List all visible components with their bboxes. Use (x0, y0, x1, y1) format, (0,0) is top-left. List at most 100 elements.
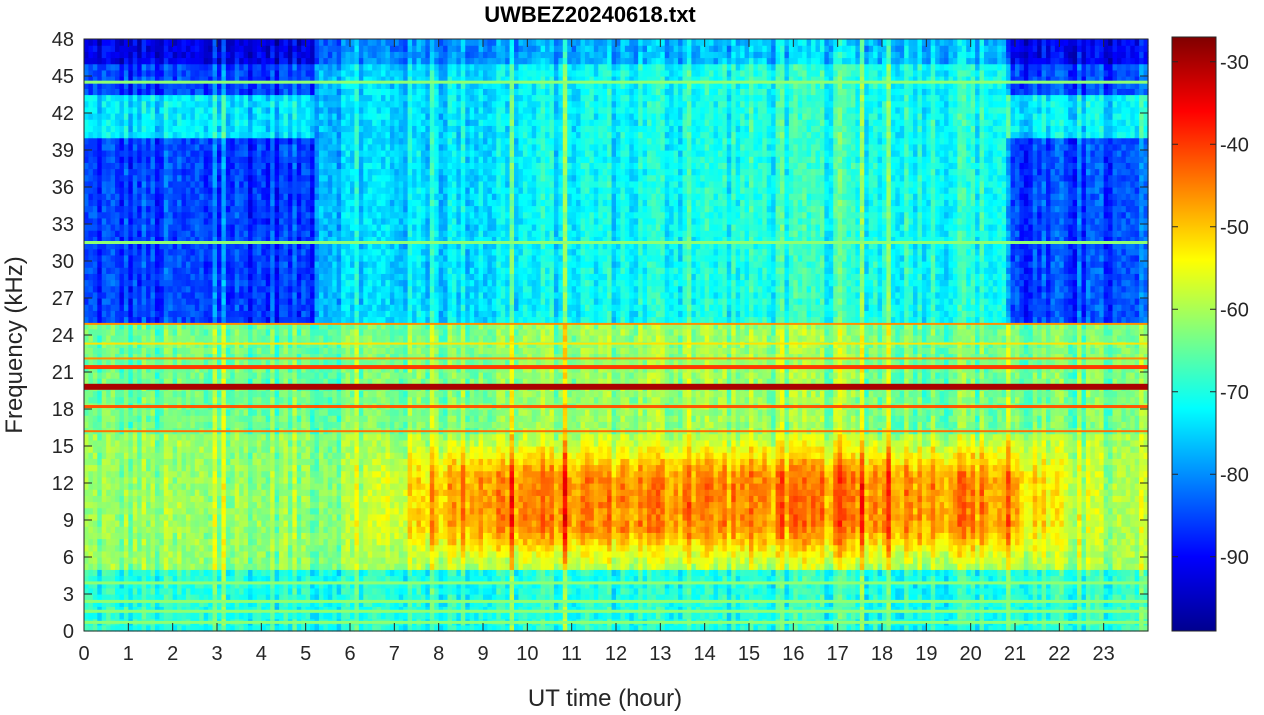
spectrogram-cell (195, 267, 200, 274)
spectrogram-cell (182, 335, 187, 342)
spectrogram-cell (190, 101, 195, 108)
spectrogram-cell (288, 95, 293, 102)
spectrogram-cell (186, 261, 191, 268)
spectrogram-cell (213, 434, 218, 441)
spectrogram-cell (257, 224, 262, 231)
spectrogram-cell (217, 64, 222, 71)
spectrogram-cell (284, 508, 289, 515)
spectrogram-cell (124, 132, 129, 139)
spectrogram-cell (84, 495, 89, 502)
spectrogram-cell (208, 465, 213, 472)
spectrogram-cell (226, 440, 231, 447)
spectrogram-cell (155, 88, 160, 95)
spectrogram-cell (97, 132, 102, 139)
spectrogram-cell (204, 101, 209, 108)
spectrogram-cell (275, 452, 280, 459)
spectrogram-cell (239, 101, 244, 108)
spectrogram-cell (252, 193, 257, 200)
spectrogram-cell (195, 557, 200, 564)
spectrogram-cell (124, 409, 129, 416)
spectrogram-cell (266, 532, 271, 539)
spectrogram-cell (221, 588, 226, 595)
spectrogram-cell (84, 45, 89, 52)
spectrogram-cell (284, 175, 289, 182)
spectrogram-cell (164, 280, 169, 287)
spectrogram-cell (164, 557, 169, 564)
spectrogram-cell (137, 212, 142, 219)
spectrogram-cell (288, 335, 293, 342)
spectrogram-cell (270, 249, 275, 256)
spectrogram-cell (195, 415, 200, 422)
spectrogram-cell (155, 372, 160, 379)
spectrogram-cell (111, 162, 116, 169)
spectrogram-cell (279, 477, 284, 484)
spectrogram-cell (221, 261, 226, 268)
spectrogram-cell (137, 144, 142, 151)
spectrogram-cell (221, 88, 226, 95)
spectrogram-cell (137, 125, 142, 132)
spectrogram-cell (261, 557, 266, 564)
spectrogram-cell (230, 576, 235, 583)
spectrogram-cell (221, 446, 226, 453)
spectrogram-cell (284, 206, 289, 213)
spectrogram-cell (93, 526, 98, 533)
spectrogram-cell (266, 588, 271, 595)
spectrogram-cell (284, 569, 289, 576)
spectrogram-cell (217, 545, 222, 552)
spectrogram-cell (244, 273, 249, 280)
spectrogram-cell (199, 502, 204, 509)
spectrogram-cell (261, 446, 266, 453)
spectrogram-cell (221, 255, 226, 262)
spectrogram-cell (244, 471, 249, 478)
spectrogram-cell (297, 187, 302, 194)
spectrogram-cell (102, 477, 107, 484)
spectrogram-cell (199, 539, 204, 546)
spectrogram-cell (182, 113, 187, 120)
spectrogram-cell (97, 551, 102, 558)
spectrogram-cell (208, 175, 213, 182)
spectrogram-cell (182, 588, 187, 595)
spectrogram-cell (257, 458, 262, 465)
spectrogram-cell (310, 539, 315, 546)
spectrogram-cell (306, 569, 311, 576)
spectrogram-cell (266, 477, 271, 484)
spectrogram-cell (301, 520, 306, 527)
spectrogram-cell (257, 199, 262, 206)
spectrogram-cell (119, 212, 124, 219)
spectrogram-cell (159, 181, 164, 188)
spectrogram-cell (239, 187, 244, 194)
spectrogram-cell (297, 169, 302, 176)
spectrogram-cell (301, 317, 306, 324)
spectrogram-cell (288, 212, 293, 219)
spectrogram-cell (266, 391, 271, 398)
spectrogram-cell (168, 169, 173, 176)
spectrogram-cell (146, 458, 151, 465)
spectrogram-cell (248, 557, 253, 564)
spectrogram-cell (177, 280, 182, 287)
spectrogram-cell (248, 132, 253, 139)
spectrogram-cell (266, 551, 271, 558)
spectrogram-cell (297, 434, 302, 441)
spectrogram-cell (226, 458, 231, 465)
spectrogram-cell (119, 138, 124, 145)
spectrogram-cell (168, 206, 173, 213)
spectrogram-cell (204, 514, 209, 521)
spectrogram-cell (106, 119, 111, 126)
spectrogram-cell (115, 477, 120, 484)
spectrogram-cell (284, 335, 289, 342)
spectrogram-cell (164, 489, 169, 496)
spectrogram-cell (155, 465, 160, 472)
spectrogram-cell (204, 409, 209, 416)
spectrogram-cell (270, 335, 275, 342)
spectrogram-cell (97, 594, 102, 601)
spectrogram-cell (226, 539, 231, 546)
spectrogram-cell (124, 218, 129, 225)
spectrogram-cell (244, 132, 249, 139)
spectrogram-cell (297, 409, 302, 416)
spectrogram-cell (128, 594, 133, 601)
spectrogram-cell (297, 249, 302, 256)
spectrogram-cell (102, 39, 107, 46)
spectrogram-cell (292, 187, 297, 194)
spectrogram-cell (279, 329, 284, 336)
spectrogram-cell (164, 292, 169, 299)
